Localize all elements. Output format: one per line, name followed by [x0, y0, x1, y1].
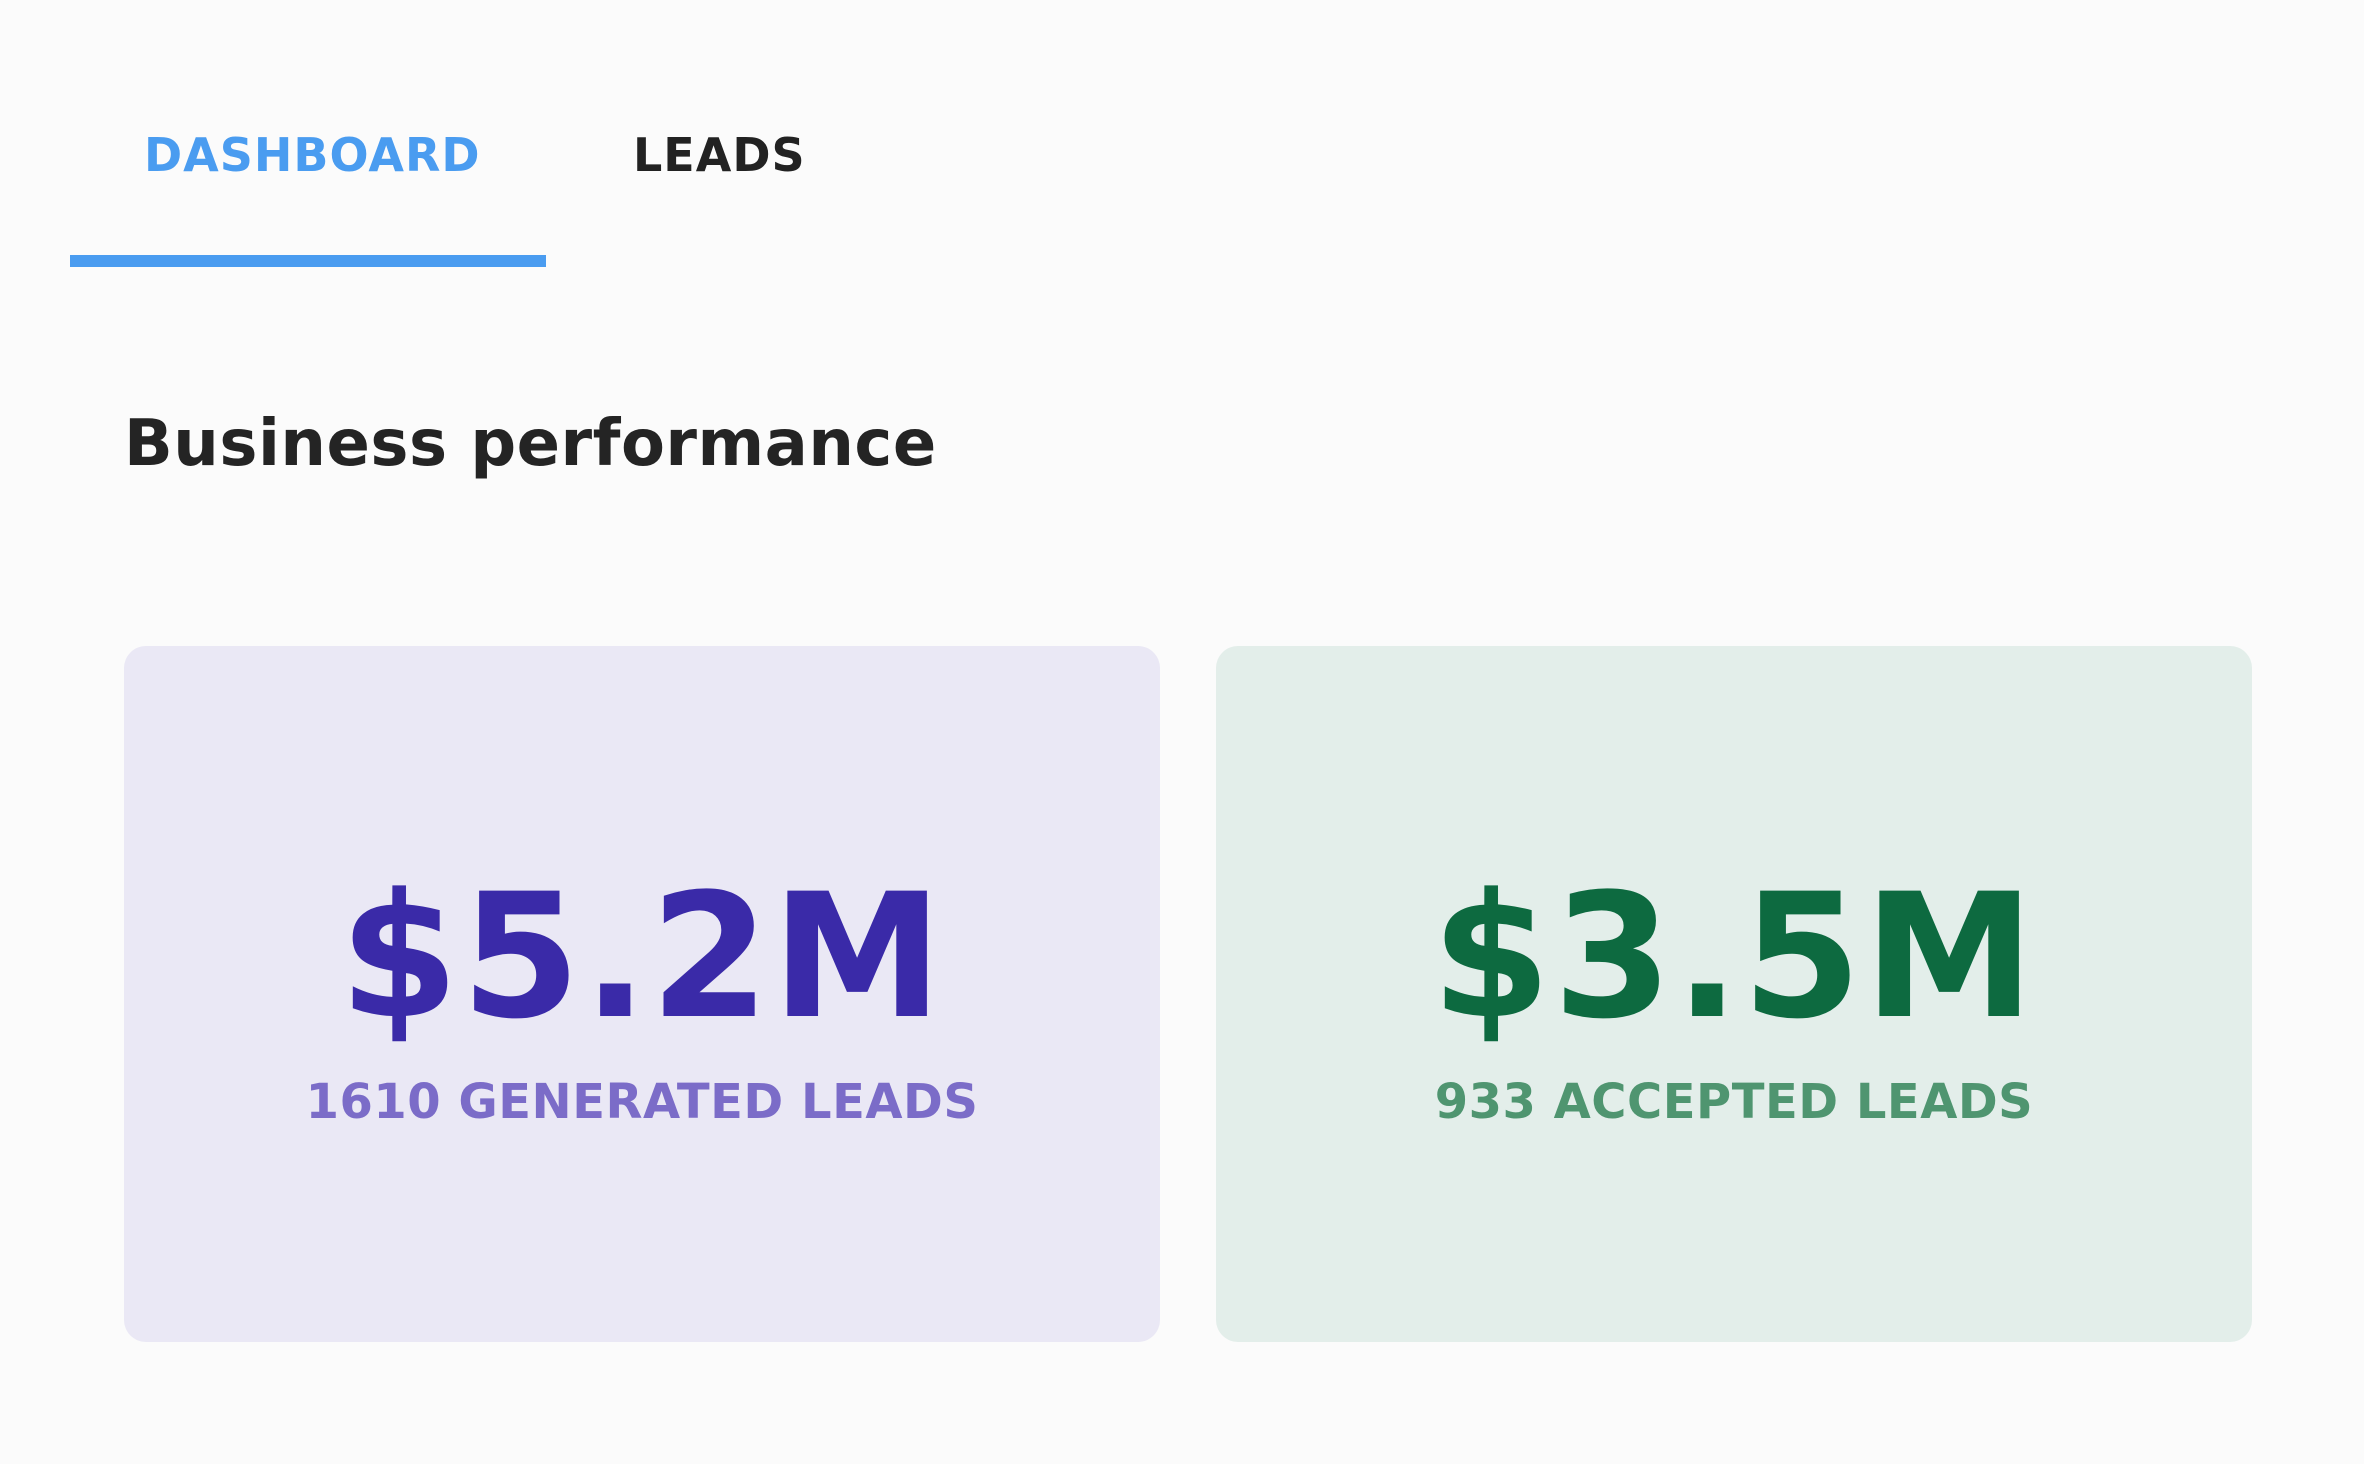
tab-leads[interactable]: LEADS — [633, 128, 806, 182]
active-tab-indicator — [70, 255, 546, 267]
accepted-leads-label: 933 ACCEPTED LEADS — [1434, 1074, 2034, 1130]
generated-leads-label: 1610 GENERATED LEADS — [305, 1074, 979, 1130]
accepted-leads-card: $3.5M 933 ACCEPTED LEADS — [1216, 646, 2252, 1342]
tab-dashboard[interactable]: DASHBOARD — [144, 128, 481, 182]
generated-leads-value: $5.2M — [339, 856, 945, 1057]
section-title: Business performance — [124, 407, 937, 481]
generated-leads-card: $5.2M 1610 GENERATED LEADS — [124, 646, 1160, 1342]
tab-bar: DASHBOARD LEADS — [70, 0, 970, 268]
accepted-leads-value: $3.5M — [1431, 856, 2037, 1057]
